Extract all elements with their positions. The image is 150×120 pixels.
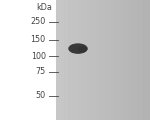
Text: 250: 250 (30, 17, 46, 26)
Ellipse shape (68, 43, 88, 54)
Text: kDa: kDa (36, 3, 52, 12)
Ellipse shape (78, 47, 87, 52)
Text: 150: 150 (31, 35, 46, 44)
Text: 100: 100 (31, 52, 46, 61)
Bar (56, 0, 150, 120)
Text: 75: 75 (36, 67, 46, 77)
Text: 50: 50 (36, 91, 46, 101)
